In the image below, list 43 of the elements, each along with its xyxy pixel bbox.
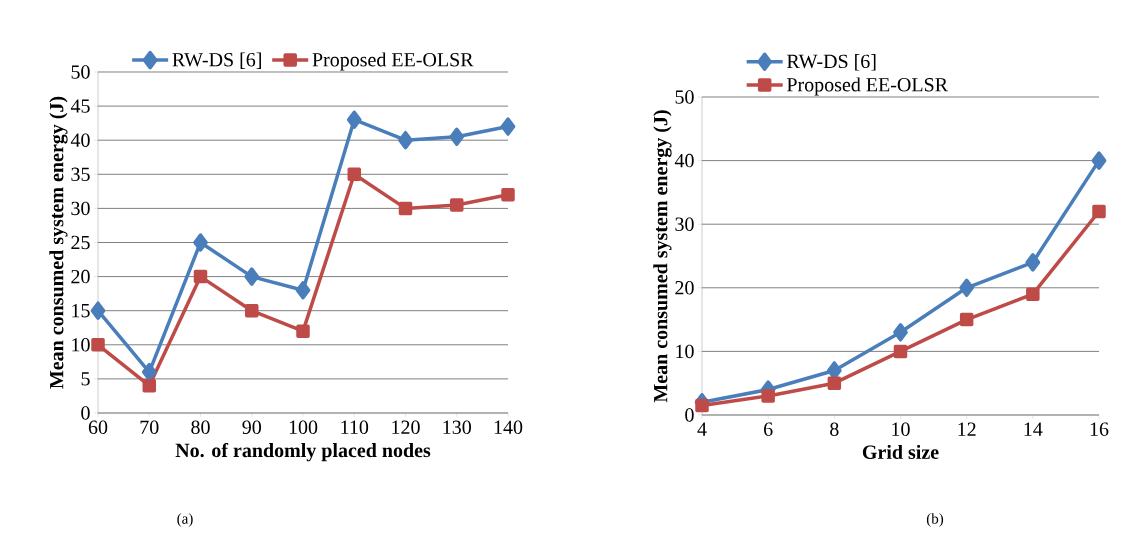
legend-label: RW-DS [6]: [172, 52, 261, 69]
y-axis-title: Mean consumed system energy (J): [653, 110, 672, 403]
y-tick-label: 25: [71, 235, 90, 250]
y-tick-label: 10: [676, 344, 694, 359]
y-tick-label: 35: [71, 167, 90, 181]
y-tick-label: 30: [71, 201, 90, 216]
x-tick-label: 100: [289, 420, 318, 435]
y-tick-label: 50: [71, 65, 90, 79]
x-tick-label: 8: [830, 422, 839, 437]
x-tick-label: 4: [697, 422, 707, 436]
y-tick-label: 10: [72, 338, 90, 352]
x-axis-title: No. of randomly placed nodes: [175, 442, 431, 462]
x-tick-label: 130: [443, 420, 471, 435]
y-tick-label: 0: [81, 406, 90, 420]
y-tick-label: 15: [72, 303, 90, 318]
y-tick-label: 50: [675, 90, 694, 104]
x-tick-label: 60: [88, 420, 108, 435]
x-tick-label: 120: [392, 420, 420, 435]
legend-label: RW-DS [6]: [786, 54, 876, 71]
y-axis-title: Mean consumed system energy (J): [49, 96, 68, 389]
y-tick-label: 45: [70, 99, 90, 113]
text: (b): [926, 513, 944, 527]
x-tick-label: 16: [1090, 422, 1109, 436]
x-tick-label: 6: [764, 422, 773, 436]
x-tick-label: 80: [191, 420, 210, 435]
x-tick-label: 110: [341, 420, 369, 435]
x-axis-title: Grid size: [862, 444, 939, 459]
x-tick-label: 70: [140, 420, 159, 435]
x-tick-label: 14: [1024, 422, 1043, 436]
x-tick-label: 90: [242, 420, 261, 435]
y-tick-label: 40: [674, 153, 694, 168]
y-tick-label: 5: [81, 372, 90, 386]
x-tick-label: 140: [494, 420, 523, 435]
legend-label: Proposed EE-OLSR: [786, 77, 949, 96]
y-tick-label: 20: [675, 281, 694, 295]
y-tick-label: 30: [675, 217, 694, 231]
text: (a): [177, 513, 193, 527]
y-tick-label: 20: [71, 269, 90, 284]
y-tick-label: 0: [685, 408, 694, 422]
x-tick-label: 12: [958, 422, 976, 436]
x-tick-label: 10: [892, 422, 910, 437]
y-tick-label: 40: [70, 133, 90, 147]
legend-label: Proposed EE-OLSR: [312, 52, 474, 71]
